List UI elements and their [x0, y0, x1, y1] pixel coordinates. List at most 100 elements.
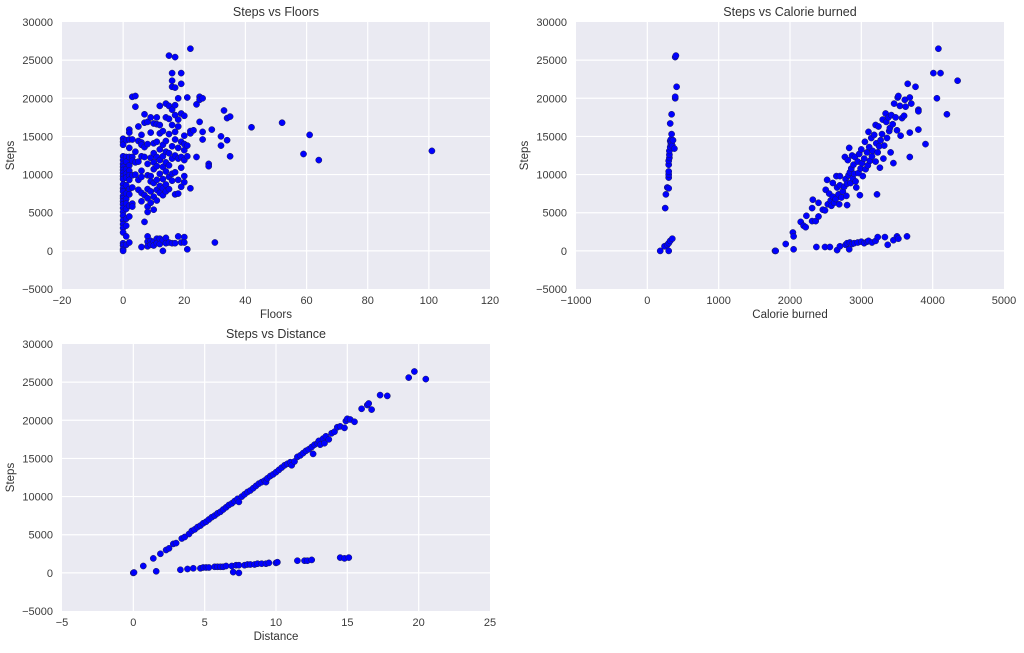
- data-point: [165, 130, 173, 138]
- data-point: [165, 162, 173, 169]
- data-point: [235, 561, 243, 569]
- data-point: [872, 158, 879, 165]
- y-tick-label: 20000: [22, 93, 53, 105]
- data-point: [177, 69, 185, 77]
- x-tick-label: 0: [644, 295, 650, 307]
- data-point: [896, 102, 904, 110]
- data-point: [180, 239, 188, 246]
- data-point: [149, 555, 157, 562]
- data-point: [153, 114, 161, 121]
- data-point: [141, 218, 148, 226]
- data-point: [168, 77, 176, 85]
- data-point: [895, 92, 902, 100]
- data-point: [875, 123, 882, 130]
- data-point: [883, 134, 891, 142]
- x-tick-label: 3000: [849, 295, 873, 307]
- data-point: [890, 159, 897, 167]
- data-point: [669, 136, 677, 144]
- data-point: [190, 126, 197, 134]
- data-point: [174, 190, 182, 197]
- y-tick-label: 5000: [29, 530, 53, 542]
- data-point: [125, 129, 133, 136]
- data-point: [171, 239, 179, 247]
- data-point: [159, 127, 167, 135]
- data-point: [845, 144, 853, 152]
- data-point: [174, 144, 182, 152]
- data-point: [122, 233, 130, 240]
- data-point: [180, 132, 188, 140]
- x-tick-label: 0: [130, 617, 136, 629]
- data-point: [144, 208, 151, 216]
- data-point: [138, 167, 145, 175]
- data-point: [906, 94, 914, 101]
- data-point: [376, 391, 384, 399]
- data-point: [365, 400, 373, 407]
- x-axis-label: Distance: [254, 631, 299, 643]
- data-point: [135, 123, 142, 130]
- data-point: [865, 128, 872, 136]
- chart-title: Steps vs Floors: [233, 5, 319, 19]
- x-tick-label: −5: [56, 617, 69, 629]
- data-point: [156, 102, 164, 110]
- y-axis-label: Steps: [519, 141, 531, 171]
- data-point: [802, 223, 810, 231]
- data-point: [345, 554, 353, 561]
- x-tick-label: 20: [178, 295, 190, 307]
- data-point: [180, 146, 188, 154]
- data-point: [199, 136, 206, 143]
- data-point: [248, 123, 255, 131]
- data-point: [147, 188, 155, 195]
- x-tick-label: 10: [270, 617, 282, 629]
- data-point: [878, 130, 886, 138]
- data-point: [171, 53, 179, 61]
- data-point: [132, 148, 139, 156]
- data-point: [174, 233, 182, 240]
- data-point: [912, 83, 919, 91]
- data-point: [171, 136, 179, 143]
- data-point: [177, 183, 185, 191]
- data-point: [815, 199, 822, 207]
- data-point: [823, 176, 831, 184]
- x-axis-label: Calorie burned: [752, 309, 827, 321]
- data-point: [897, 132, 904, 140]
- data-point: [128, 136, 136, 143]
- data-point: [930, 69, 937, 77]
- data-point: [144, 140, 151, 148]
- data-point: [184, 565, 191, 573]
- data-point: [278, 119, 286, 127]
- data-point: [193, 153, 200, 161]
- y-tick-label: 25000: [22, 377, 53, 389]
- y-axis-label: Steps: [5, 463, 17, 493]
- y-tick-label: 30000: [22, 339, 53, 351]
- scatter-points: [119, 45, 436, 255]
- x-tick-label: 0: [120, 295, 126, 307]
- x-tick-label: 80: [362, 295, 374, 307]
- data-point: [125, 239, 133, 246]
- data-point: [217, 142, 225, 149]
- data-point: [157, 550, 164, 558]
- x-tick-label: 20: [413, 617, 425, 629]
- data-point: [226, 113, 234, 120]
- data-point: [826, 243, 834, 251]
- data-point: [180, 172, 188, 180]
- data-point: [223, 136, 231, 144]
- data-point: [135, 158, 142, 165]
- data-point: [132, 92, 139, 100]
- data-point: [671, 145, 678, 152]
- data-point: [904, 80, 912, 88]
- data-point: [144, 194, 151, 202]
- data-point: [889, 120, 897, 128]
- data-point: [265, 559, 273, 567]
- data-point: [187, 45, 194, 53]
- y-tick-label: 5000: [543, 208, 567, 220]
- x-tick-label: 5: [202, 617, 208, 629]
- data-point: [147, 114, 155, 121]
- data-point: [845, 245, 853, 253]
- data-point: [892, 114, 899, 121]
- y-tick-label: 20000: [536, 93, 567, 105]
- data-point: [177, 164, 185, 172]
- data-point: [933, 94, 941, 102]
- y-tick-label: 10000: [22, 492, 53, 504]
- data-point: [672, 52, 680, 59]
- y-tick-label: 0: [47, 568, 53, 580]
